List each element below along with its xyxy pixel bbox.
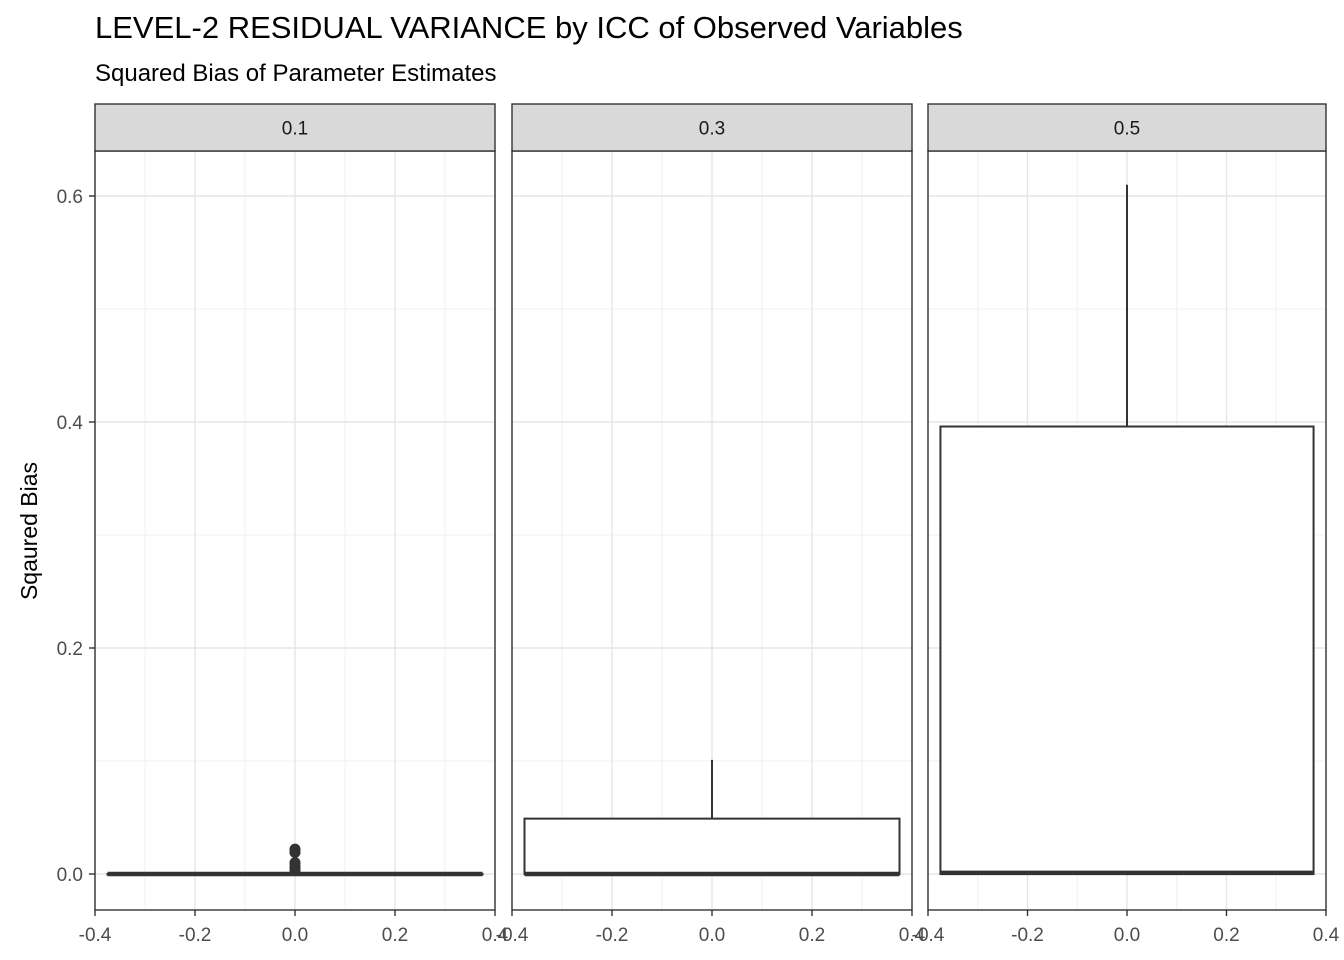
x-tick-label: -0.2 <box>596 925 629 946</box>
x-tick-label: 0.0 <box>699 925 725 946</box>
x-tick-label: 0.2 <box>799 925 825 946</box>
facet-strip <box>94 103 496 152</box>
y-axis-title: Sqaured Bias <box>16 462 42 600</box>
facet-strip <box>927 103 1327 152</box>
x-tick-label: -0.2 <box>1011 925 1044 946</box>
x-tick-label: 0.4 <box>1313 925 1340 946</box>
outlier-point <box>289 857 301 869</box>
facet-strip <box>511 103 913 152</box>
chart-subtitle: Squared Bias of Parameter Estimates <box>95 60 497 87</box>
x-tick-label: 0.0 <box>282 925 308 946</box>
x-tick-label: -0.4 <box>79 925 112 946</box>
outlier-point <box>289 843 301 855</box>
facet-strip-label: 0.3 <box>699 119 725 140</box>
box-body <box>939 425 1315 875</box>
facet-strip-label: 0.1 <box>282 119 308 140</box>
y-tick-label: 0.2 <box>57 639 83 660</box>
x-tick-label: 0.2 <box>1213 925 1239 946</box>
x-tick-label: -0.2 <box>179 925 212 946</box>
y-tick-label: 0.6 <box>57 187 83 208</box>
x-tick-label: -0.4 <box>496 925 529 946</box>
x-tick-label: 0.4 <box>482 925 509 946</box>
x-tick-label: 0.4 <box>899 925 926 946</box>
chart-title: LEVEL-2 RESIDUAL VARIANCE by ICC of Obse… <box>95 10 963 45</box>
y-tick-label: 0.0 <box>57 865 83 886</box>
x-tick-label: 0.0 <box>1114 925 1140 946</box>
x-tick-label: 0.2 <box>382 925 408 946</box>
facet-strip-label: 0.5 <box>1114 119 1140 140</box>
box-body <box>523 817 901 876</box>
x-tick-label: -0.4 <box>912 925 945 946</box>
y-tick-label: 0.4 <box>57 413 84 434</box>
